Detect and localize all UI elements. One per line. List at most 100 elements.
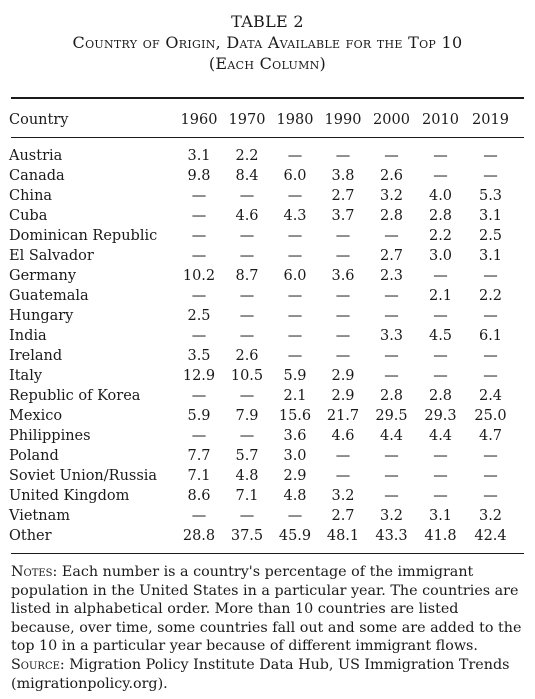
percentage-cell: — bbox=[239, 188, 255, 204]
percentage-cell: 2.8 bbox=[428, 388, 453, 404]
table-row: Philippines — — 3.6 4.6 4.4 4.4 4.7 bbox=[9, 426, 516, 446]
table-row: Vietnam — — — 2.7 3.2 3.1 3.2 bbox=[9, 506, 516, 526]
percentage-cell: — bbox=[239, 388, 255, 404]
header-rule bbox=[11, 137, 524, 138]
table-row: Austria 3.1 2.2 — — — — — bbox=[9, 136, 516, 166]
percentage-cell: 2.5 bbox=[187, 308, 211, 324]
table-row: Guatemala — — — — — 2.1 2.2 bbox=[9, 286, 516, 306]
percentage-cell: 2.7 bbox=[379, 248, 404, 264]
percentage-cell: 7.1 bbox=[235, 488, 259, 504]
percentage-cell: 10.2 bbox=[182, 268, 216, 284]
country-name: Poland bbox=[9, 448, 59, 464]
percentage-cell: 3.1 bbox=[478, 208, 503, 224]
percentage-cell: 15.6 bbox=[278, 408, 312, 424]
source-text: Migration Policy Institute Data Hub, US … bbox=[11, 656, 510, 692]
percentage-cell: 45.9 bbox=[278, 528, 312, 544]
percentage-cell: 2.9 bbox=[331, 388, 355, 404]
percentage-cell: 4.6 bbox=[235, 208, 259, 224]
percentage-cell: — bbox=[287, 308, 303, 324]
percentage-cell: — bbox=[191, 248, 207, 264]
percentage-cell: 5.9 bbox=[187, 408, 211, 424]
table-row: India — — — — 3.3 4.5 6.1 bbox=[9, 326, 516, 346]
percentage-cell: 8.7 bbox=[235, 268, 259, 284]
percentage-cell: 3.6 bbox=[283, 428, 307, 444]
percentage-cell: 2.9 bbox=[331, 368, 355, 384]
percentage-cell: — bbox=[384, 348, 399, 364]
percentage-cell: — bbox=[191, 428, 207, 444]
percentage-cell: — bbox=[287, 188, 303, 204]
percentage-cell: 6.0 bbox=[283, 168, 307, 184]
country-name: Vietnam bbox=[9, 508, 70, 524]
percentage-cell: 43.3 bbox=[375, 528, 408, 544]
percentage-cell: 2.3 bbox=[379, 268, 404, 284]
percentage-cell: 7.9 bbox=[235, 408, 259, 424]
percentage-cell: — bbox=[287, 248, 303, 264]
table-notes: Notes: Each number is a country's percen… bbox=[11, 563, 524, 693]
percentage-cell: — bbox=[483, 488, 498, 504]
country-name: Dominican Republic bbox=[9, 228, 158, 244]
percentage-cell: — bbox=[335, 248, 351, 264]
percentage-cell: — bbox=[239, 428, 255, 444]
percentage-cell: — bbox=[433, 488, 448, 504]
percentage-cell: 3.3 bbox=[379, 328, 404, 344]
percentage-cell: 41.8 bbox=[424, 528, 457, 544]
table-label: TABLE 2 bbox=[231, 12, 304, 31]
header-year: 1990 bbox=[324, 112, 362, 128]
table-row: Hungary 2.5 — — — — — — bbox=[9, 306, 516, 326]
percentage-cell: 3.8 bbox=[331, 168, 355, 184]
percentage-cell: — bbox=[384, 488, 399, 504]
table-row: Mexico 5.9 7.9 15.6 21.7 29.5 29.3 25.0 bbox=[9, 406, 516, 426]
table-row: Poland 7.7 5.7 3.0 — — — — bbox=[9, 446, 516, 466]
percentage-cell: — bbox=[335, 148, 351, 164]
percentage-cell: — bbox=[287, 348, 303, 364]
percentage-cell: — bbox=[433, 308, 448, 324]
percentage-cell: — bbox=[384, 308, 399, 324]
percentage-cell: 8.6 bbox=[187, 488, 211, 504]
percentage-cell: — bbox=[191, 328, 207, 344]
notes-paragraph: Notes: Each number is a country's percen… bbox=[11, 563, 524, 656]
percentage-cell: 4.8 bbox=[235, 468, 259, 484]
percentage-cell: — bbox=[384, 228, 399, 244]
percentage-cell: 37.5 bbox=[230, 528, 264, 544]
percentage-cell: — bbox=[191, 288, 207, 304]
header-year: 1980 bbox=[276, 112, 314, 128]
percentage-cell: — bbox=[239, 228, 255, 244]
percentage-cell: — bbox=[335, 228, 351, 244]
percentage-cell: — bbox=[335, 468, 351, 484]
percentage-cell: — bbox=[384, 448, 399, 464]
percentage-cell: 4.4 bbox=[428, 428, 453, 444]
percentage-cell: 2.6 bbox=[235, 348, 259, 364]
percentage-cell: 2.1 bbox=[428, 288, 453, 304]
country-name: Canada bbox=[9, 168, 65, 184]
table-row: United Kingdom 8.6 7.1 4.8 3.2 — — — bbox=[9, 486, 516, 506]
percentage-cell: — bbox=[384, 148, 399, 164]
percentage-cell: — bbox=[191, 228, 207, 244]
percentage-cell: 2.4 bbox=[478, 388, 503, 404]
percentage-cell: — bbox=[483, 268, 498, 284]
percentage-cell: 10.5 bbox=[230, 368, 264, 384]
percentage-cell: — bbox=[239, 328, 255, 344]
percentage-cell: 2.7 bbox=[331, 508, 355, 524]
percentage-cell: — bbox=[483, 308, 498, 324]
percentage-cell: — bbox=[483, 368, 498, 384]
table-row: Germany 10.2 8.7 6.0 3.6 2.3 — — bbox=[9, 266, 516, 286]
country-name: Other bbox=[9, 528, 52, 544]
percentage-cell: — bbox=[483, 468, 498, 484]
percentage-cell: — bbox=[483, 348, 498, 364]
percentage-cell: — bbox=[335, 328, 351, 344]
table-row: Republic of Korea — — 2.1 2.9 2.8 2.8 2.4 bbox=[9, 386, 516, 406]
percentage-cell: 28.8 bbox=[182, 528, 216, 544]
country-name: Guatemala bbox=[9, 288, 89, 304]
percentage-cell: 3.7 bbox=[331, 208, 355, 224]
percentage-cell: 48.1 bbox=[326, 528, 360, 544]
percentage-cell: 25.0 bbox=[474, 408, 507, 424]
table-row: Cuba — 4.6 4.3 3.7 2.8 2.8 3.1 bbox=[9, 206, 516, 226]
percentage-cell: 3.6 bbox=[331, 268, 355, 284]
percentage-cell: 2.9 bbox=[283, 468, 307, 484]
percentage-cell: — bbox=[483, 168, 498, 184]
percentage-cell: 3.0 bbox=[428, 248, 453, 264]
percentage-cell: 29.3 bbox=[424, 408, 457, 424]
header-row: Country 1960 1970 1980 1990 2000 2010 20… bbox=[9, 104, 516, 136]
header-year: 1960 bbox=[180, 112, 218, 128]
table-row: Canada 9.8 8.4 6.0 3.8 2.6 — — bbox=[9, 166, 516, 186]
